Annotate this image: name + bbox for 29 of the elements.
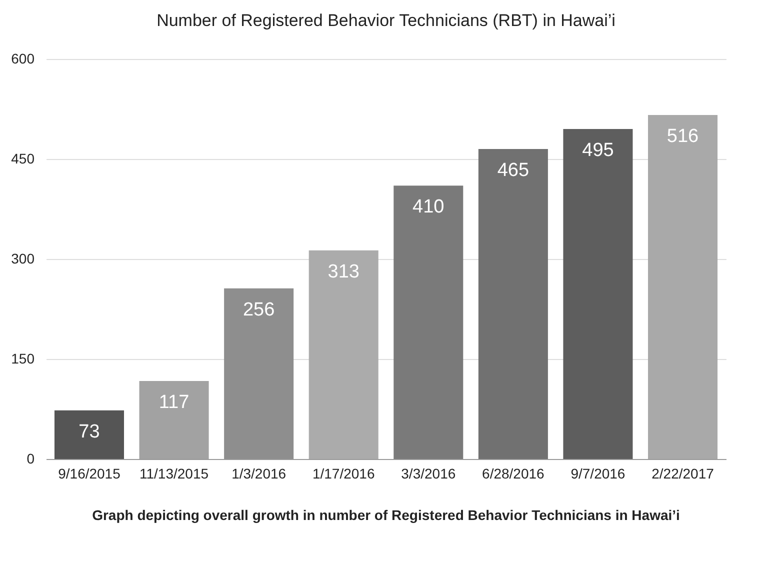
bar [394,186,464,459]
y-tick-label: 0 [26,450,35,466]
data-label: 516 [666,126,699,147]
data-label: 117 [158,392,190,413]
x-tick-label: 9/16/2015 [58,466,121,482]
x-tick-label: 2/22/2017 [652,466,714,482]
bar [308,250,378,459]
data-label: 313 [328,261,360,282]
y-tick-label: 300 [11,250,35,266]
x-tick-label: 6/28/2016 [482,466,545,482]
data-label: 495 [582,140,614,161]
chart-title: Number of Registered Behavior Technicians (RBT) in Hawai’i [156,11,616,30]
x-tick-label: 1/3/2016 [232,466,286,482]
data-label: 256 [242,299,275,320]
y-tick-label: 150 [11,350,35,366]
text: Graph depicting overall growth in number of Registered Behavior Technicians in Hawai’i [92,507,680,523]
data-label: 410 [412,196,444,218]
y-tick-label: 600 [11,50,35,66]
bar [478,149,548,459]
data-label: 73 [78,421,100,442]
x-tick-label: 3/3/2016 [401,466,456,482]
x-tick-label: 9/7/2016 [570,466,626,482]
data-label: 465 [497,160,530,181]
x-tick-label: 11/13/2015 [140,466,209,482]
bar [648,115,718,459]
bar [54,410,124,459]
bar [563,129,633,459]
y-tick-label: 450 [11,150,35,166]
x-tick-label: 1/17/2016 [312,466,375,482]
